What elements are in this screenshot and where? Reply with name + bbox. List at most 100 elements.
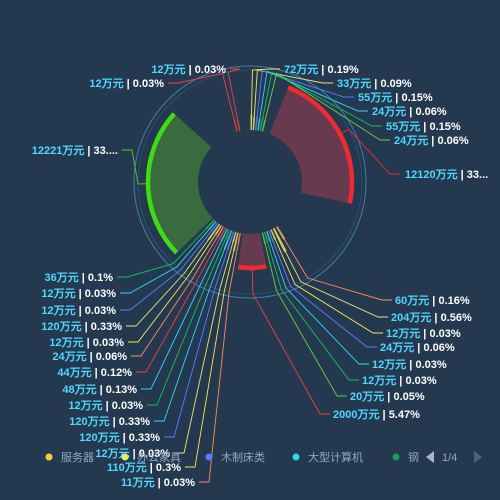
slice-1[interactable] xyxy=(276,226,286,240)
slice-percent: 0.03% xyxy=(139,448,170,460)
slice-label-24: 12万元 | 0.03% xyxy=(89,77,164,90)
slice-5[interactable] xyxy=(266,231,272,242)
slice-percent: 0.03% xyxy=(429,328,460,340)
slice-14[interactable] xyxy=(224,229,231,241)
slice-value: 55万元 xyxy=(386,120,420,133)
slice-percent: 0.33% xyxy=(129,432,160,444)
slice-label-8: 2000万元 | 5.47% xyxy=(333,408,420,421)
legend-item-0[interactable]: 服务器 xyxy=(45,451,95,464)
slice-13[interactable] xyxy=(223,230,233,250)
slice-12[interactable] xyxy=(226,231,235,251)
slice-16[interactable] xyxy=(218,227,226,241)
slice-percent: 0.13% xyxy=(106,384,137,396)
slice-21[interactable] xyxy=(208,220,217,231)
slice-value: 48万元 xyxy=(62,383,96,396)
leader-line-3 xyxy=(274,239,383,334)
slice-value: 12万元 xyxy=(68,399,102,412)
slice-separator: | xyxy=(428,135,437,147)
slice-label-28: 55万元 | 0.15% xyxy=(358,91,433,104)
leader-line-11 xyxy=(174,242,234,454)
slice-11[interactable] xyxy=(232,231,237,243)
slice-10[interactable] xyxy=(232,232,239,252)
slice-percent: 0.06% xyxy=(423,342,454,354)
slice-label-27: 33万元 | 0.09% xyxy=(337,77,412,90)
slice-percent: 0.03% xyxy=(195,64,226,76)
slice-4[interactable] xyxy=(268,230,274,242)
leader-line-20 xyxy=(120,231,212,311)
slice-19[interactable] xyxy=(207,223,221,241)
leader-line-16 xyxy=(136,239,220,373)
slice-label-19: 120万元 | 0.33% xyxy=(41,320,122,333)
slice-separator: | xyxy=(103,400,112,412)
slice-percent: 0.15% xyxy=(429,121,460,133)
slice-label-13: 120万元 | 0.33% xyxy=(69,415,150,428)
slice-9[interactable] xyxy=(237,232,241,244)
leader-line-0 xyxy=(341,128,400,175)
slice-value: 36万元 xyxy=(44,271,78,284)
slice-3[interactable] xyxy=(270,229,277,240)
slice-percent: 0.1% xyxy=(88,272,113,284)
pager-next-icon[interactable] xyxy=(474,451,482,463)
slice-6[interactable] xyxy=(263,231,269,243)
legend-item-3[interactable]: 大型计算机 xyxy=(292,450,364,464)
slice-value: 12221万元 xyxy=(32,144,85,157)
slice-value: 12万元 xyxy=(386,327,420,340)
slice-label-4: 24万元 | 0.06% xyxy=(380,341,455,354)
leader-line-9 xyxy=(199,243,239,483)
slice-separator: | xyxy=(84,337,93,349)
leader-line-25 xyxy=(227,68,241,121)
slice-25[interactable] xyxy=(236,120,241,132)
slice-percent: 0.03% xyxy=(164,477,195,489)
slice-24[interactable] xyxy=(233,120,238,132)
slice-26[interactable] xyxy=(250,114,253,131)
slice-28[interactable] xyxy=(254,115,259,131)
slice-7[interactable] xyxy=(261,232,266,244)
slice-separator: | xyxy=(371,78,380,90)
slice-percent: 0.03% xyxy=(85,288,116,300)
slice-29[interactable] xyxy=(257,118,261,131)
leader-line-30 xyxy=(262,71,382,127)
leader-line-12 xyxy=(164,249,229,438)
leader-line-17 xyxy=(131,236,218,357)
slice-23[interactable] xyxy=(146,112,213,255)
slice-31[interactable] xyxy=(261,119,267,132)
legend-item-1[interactable]: 办公家具 xyxy=(121,450,182,464)
slice-value: 12万元 xyxy=(362,374,396,387)
leader-line-19 xyxy=(126,239,209,327)
pager-page: 1/4 xyxy=(442,452,457,464)
legend-swatch xyxy=(392,453,400,461)
slice-label-2: 204万元 | 0.56% xyxy=(391,311,472,324)
slice-value: 24万元 xyxy=(394,134,428,147)
slice-8[interactable] xyxy=(237,233,267,271)
slice-27[interactable] xyxy=(252,117,256,131)
slice-label-17: 24万元 | 0.06% xyxy=(52,350,127,363)
slice-separator: | xyxy=(110,416,119,428)
slice-15[interactable] xyxy=(220,228,229,242)
leader-line-5 xyxy=(269,241,369,365)
legend-label: 大型计算机 xyxy=(308,450,363,464)
slice-18[interactable] xyxy=(214,225,223,236)
slice-30[interactable] xyxy=(259,116,264,132)
slice-percent: 0.33% xyxy=(119,416,150,428)
slice-17[interactable] xyxy=(216,226,224,238)
slice-0[interactable] xyxy=(269,85,355,204)
leader-line-15 xyxy=(141,241,222,390)
leader-line-7 xyxy=(264,243,347,397)
legend-item-4[interactable]: 钢 xyxy=(392,451,420,464)
slice-20[interactable] xyxy=(210,222,219,232)
legend-item-2[interactable]: 木制床类 xyxy=(205,450,266,464)
slice-label-30: 55万元 | 0.15% xyxy=(386,120,461,133)
slice-value: 120万元 xyxy=(79,431,119,444)
leader-line-10 xyxy=(185,250,235,468)
leader-line-26 xyxy=(251,68,280,115)
slice-separator: | xyxy=(420,121,429,133)
slice-separator: | xyxy=(384,391,393,403)
slice-separator: | xyxy=(458,169,467,181)
slice-2[interactable] xyxy=(272,227,287,253)
pager-prev-icon[interactable] xyxy=(426,451,434,463)
slice-22[interactable] xyxy=(204,219,215,230)
slice-separator: | xyxy=(79,272,88,284)
leader-line-24 xyxy=(168,72,235,122)
slice-value: 12120万元 xyxy=(405,168,458,181)
leader-line-31 xyxy=(264,72,390,141)
